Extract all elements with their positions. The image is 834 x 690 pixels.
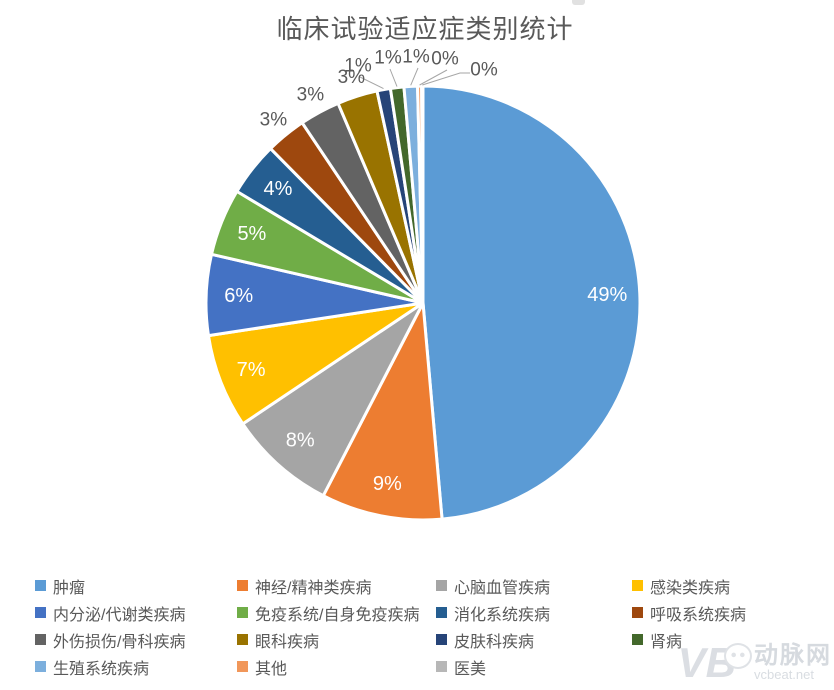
legend-swatch-icon <box>436 634 447 645</box>
pct-label-10: 1% <box>344 56 372 77</box>
pct-label-3: 7% <box>237 359 266 381</box>
chart-title: 临床试验适应症类别统计 <box>276 14 574 44</box>
legend-label: 消化系统疾病 <box>454 606 551 624</box>
legend-label: 眼科疾病 <box>255 633 320 651</box>
legend-swatch-icon <box>436 607 447 618</box>
legend-label: 内分泌/代谢类疾病 <box>53 606 186 624</box>
percent-labels: 49%9%8%7%6%5%4%3%3%3%1% 1% 1% 0%0% <box>224 47 627 496</box>
legend-label: 呼吸系统疾病 <box>650 606 747 624</box>
panda-mascot-icon <box>724 643 752 669</box>
legend-label: 其他 <box>255 660 288 678</box>
pct-label-11: 1% <box>374 48 402 69</box>
legend-item-4: 内分泌/代谢类疾病 <box>35 601 237 625</box>
legend-swatch-icon <box>632 607 643 618</box>
leader-line-13 <box>419 69 448 86</box>
legend-swatch-icon <box>237 661 248 672</box>
legend-item-11: 肾病 <box>632 628 830 652</box>
legend-item-9: 眼科疾病 <box>237 628 436 652</box>
legend-item-10: 皮肤科疾病 <box>436 628 632 652</box>
leader-line-12 <box>410 67 419 86</box>
legend-swatch-icon <box>632 634 643 645</box>
pie-slice-14 <box>420 84 425 305</box>
legend-swatch-icon <box>237 580 248 591</box>
pie-slice-2 <box>241 301 425 498</box>
legend-swatch-icon <box>632 580 643 591</box>
watermark: VB 动脉网 vcbeat.net <box>678 642 832 684</box>
pct-label-14: 0% <box>470 60 498 81</box>
legend-swatch-icon <box>436 580 447 591</box>
leader-lines <box>359 67 470 90</box>
pct-label-1: 9% <box>373 473 402 495</box>
legend-item-1: 神经/精神类疾病 <box>237 574 436 598</box>
legend-swatch-icon <box>35 580 46 591</box>
legend-item-12: 生殖系统疾病 <box>35 655 237 679</box>
pct-label-8: 3% <box>297 85 325 106</box>
legend-label: 外伤损伤/骨科疾病 <box>53 633 186 651</box>
legend-item-8: 外伤损伤/骨科疾病 <box>35 628 237 652</box>
legend-label: 医美 <box>454 660 487 678</box>
watermark-site: vcbeat.net <box>754 667 814 682</box>
legend-item-13: 其他 <box>237 655 436 679</box>
pct-label-12: 1% <box>402 47 430 68</box>
legend-label: 免疫系统/自身免疫疾病 <box>255 606 420 624</box>
legend-label: 感染类疾病 <box>650 579 731 597</box>
legend-swatch-icon <box>237 634 248 645</box>
legend-swatch-icon <box>35 634 46 645</box>
pct-label-7: 3% <box>260 109 288 130</box>
legend-label: 心脑血管疾病 <box>454 579 551 597</box>
pct-label-5: 5% <box>237 223 266 245</box>
watermark-brand: 动脉网 <box>754 642 832 669</box>
legend-item-6: 消化系统疾病 <box>436 601 632 625</box>
pct-label-2: 8% <box>286 430 315 452</box>
legend-item-14: 医美 <box>436 655 632 679</box>
legend-item-0: 肿瘤 <box>35 574 237 598</box>
pct-label-0: 49% <box>587 284 627 306</box>
legend-item-2: 心脑血管疾病 <box>436 574 632 598</box>
chart-legend: 肿瘤 神经/精神类疾病 心脑血管疾病 感染类疾病内分泌/代谢类疾病 免疫系统/自身免疫疾… <box>35 572 830 680</box>
watermark-text: 动脉网 vcbeat.net <box>754 644 832 682</box>
leader-line-11 <box>389 68 398 87</box>
pct-label-9: 3% <box>338 67 366 88</box>
legend-swatch-icon <box>35 607 46 618</box>
pct-label-6: 4% <box>264 178 293 200</box>
pie-chart: 49%9%8%7%6%5%4%3%3%3%1% 1% 1% 0%0% <box>204 47 642 522</box>
leader-line-10 <box>359 76 384 90</box>
legend-item-5: 免疫系统/自身免疫疾病 <box>237 601 436 625</box>
pct-label-4: 6% <box>224 285 253 307</box>
cropped-page-fragment <box>572 0 585 5</box>
legend-label: 神经/精神类疾病 <box>255 579 372 597</box>
legend-item-3: 感染类疾病 <box>632 574 830 598</box>
pct-label-13: 0% <box>431 49 459 70</box>
leader-line-14 <box>422 72 470 86</box>
pie-slices <box>204 84 642 522</box>
legend-item-7: 呼吸系统疾病 <box>632 601 830 625</box>
legend-label: 皮肤科疾病 <box>454 633 535 651</box>
pie-slice-0 <box>421 84 642 521</box>
legend-swatch-icon <box>237 607 248 618</box>
legend-label: 生殖系统疾病 <box>53 660 150 678</box>
legend-swatch-icon <box>35 661 46 672</box>
pie-slice-1 <box>321 301 444 522</box>
legend-label: 肾病 <box>650 633 683 651</box>
legend-swatch-icon <box>436 661 447 672</box>
legend-label: 肿瘤 <box>53 579 86 597</box>
